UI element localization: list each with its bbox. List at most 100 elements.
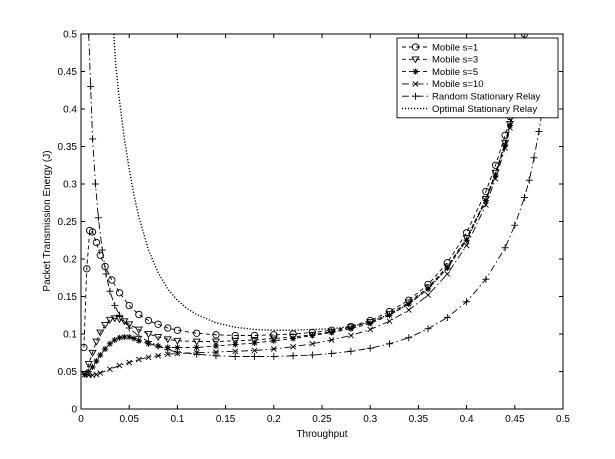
x-tick-label: 0: [78, 414, 84, 425]
plus-marker: [106, 287, 114, 295]
y-tick-label: 0.3: [63, 180, 77, 191]
plus-marker: [270, 353, 278, 360]
legend-label: Mobile s=1: [432, 42, 478, 53]
plus-marker: [525, 176, 533, 184]
triangle-marker: [101, 322, 110, 330]
y-tick-label: 0.5: [63, 30, 77, 41]
x-tick-label: 0.15: [216, 414, 236, 425]
star-marker: [347, 325, 354, 332]
star-marker: [102, 346, 109, 352]
star-marker: [328, 329, 335, 336]
plus-marker: [501, 244, 509, 252]
star-marker: [367, 320, 374, 327]
star-marker: [193, 344, 200, 351]
star-marker: [270, 337, 277, 344]
plus-marker: [144, 338, 152, 345]
x-axis-title: Throughput: [296, 429, 347, 440]
x-tick-label: 0.4: [460, 414, 474, 425]
x-marker: [232, 348, 239, 355]
x-marker: [126, 359, 133, 366]
series-5: [85, 34, 548, 360]
x-marker: [386, 318, 393, 325]
x-marker: [348, 332, 354, 339]
x-marker: [425, 292, 431, 298]
triangle-marker: [211, 338, 221, 346]
star-marker: [89, 364, 96, 370]
circle-marker: [173, 326, 182, 334]
plus-marker: [91, 180, 99, 188]
circle-marker: [115, 289, 124, 297]
triangle-marker: [88, 349, 97, 357]
x-tick-label: 0.25: [312, 414, 332, 425]
y-tick-label: 0: [71, 405, 77, 416]
circle-marker: [250, 331, 259, 340]
circle-marker: [83, 265, 91, 273]
x-tick-label: 0.05: [119, 414, 139, 425]
legend-entry: Mobile s=5: [402, 67, 478, 78]
plus-marker: [212, 352, 220, 360]
star-marker: [97, 352, 104, 358]
circle-marker: [411, 43, 420, 51]
circle-marker: [164, 324, 172, 332]
circle-marker: [520, 34, 529, 38]
legend-label: Mobile s=5: [432, 67, 478, 78]
star-marker: [126, 334, 133, 340]
series-line: [113, 34, 526, 331]
y-tick-label: 0.05: [58, 367, 78, 378]
plus-marker: [535, 128, 543, 135]
legend-label: Optimal Stationary Relay: [432, 104, 537, 115]
x-tick-label: 0.2: [267, 414, 281, 425]
plot-lines: [81, 34, 548, 379]
plus-marker: [463, 298, 471, 306]
triangle-marker: [125, 321, 134, 329]
plus-marker: [193, 350, 201, 358]
x-tick-label: 0.5: [556, 414, 570, 425]
plus-marker: [308, 351, 316, 359]
circle-marker: [135, 310, 143, 319]
plus-marker: [405, 334, 413, 342]
circle-marker: [154, 320, 162, 328]
triangle-marker: [163, 336, 172, 344]
plus-marker: [164, 346, 172, 354]
star-marker: [93, 358, 100, 364]
x-marker: [135, 356, 142, 363]
x-marker: [405, 307, 412, 313]
x-marker: [463, 242, 470, 249]
plus-marker: [231, 353, 239, 360]
y-tick-label: 0.15: [58, 292, 78, 303]
star-marker: [131, 335, 138, 342]
plus-marker: [482, 275, 490, 283]
x-tick-label: 0.1: [170, 414, 184, 425]
star-marker: [116, 334, 123, 341]
x-marker: [412, 80, 419, 87]
plus-marker: [87, 83, 95, 90]
x-marker: [213, 349, 219, 355]
plus-marker: [135, 332, 143, 340]
plus-marker: [111, 302, 119, 309]
star-marker: [412, 68, 419, 75]
x-marker: [145, 354, 152, 361]
plus-marker: [289, 352, 297, 360]
series-6: [113, 34, 526, 331]
x-tick-label: 0.45: [505, 414, 525, 425]
y-tick-label: 0.4: [63, 105, 77, 116]
y-tick-label: 0.2: [63, 255, 77, 266]
circle-marker: [81, 343, 88, 352]
plus-marker: [94, 214, 102, 222]
triangle-marker: [173, 337, 182, 345]
legend-entry: Mobile s=1: [402, 42, 478, 53]
circle-marker: [92, 238, 101, 247]
x-marker: [309, 340, 316, 347]
plus-marker: [173, 348, 181, 356]
series-4: [81, 42, 528, 379]
legend-entry: Optimal Stationary Relay: [402, 104, 537, 115]
x-marker: [107, 366, 113, 373]
x-marker: [492, 175, 499, 182]
star-marker: [212, 343, 219, 349]
x-marker: [251, 347, 258, 354]
triangle-marker: [192, 338, 201, 346]
circle-marker: [108, 276, 116, 284]
legend-entry: Mobile s=3: [402, 55, 478, 66]
plus-marker: [125, 324, 133, 332]
